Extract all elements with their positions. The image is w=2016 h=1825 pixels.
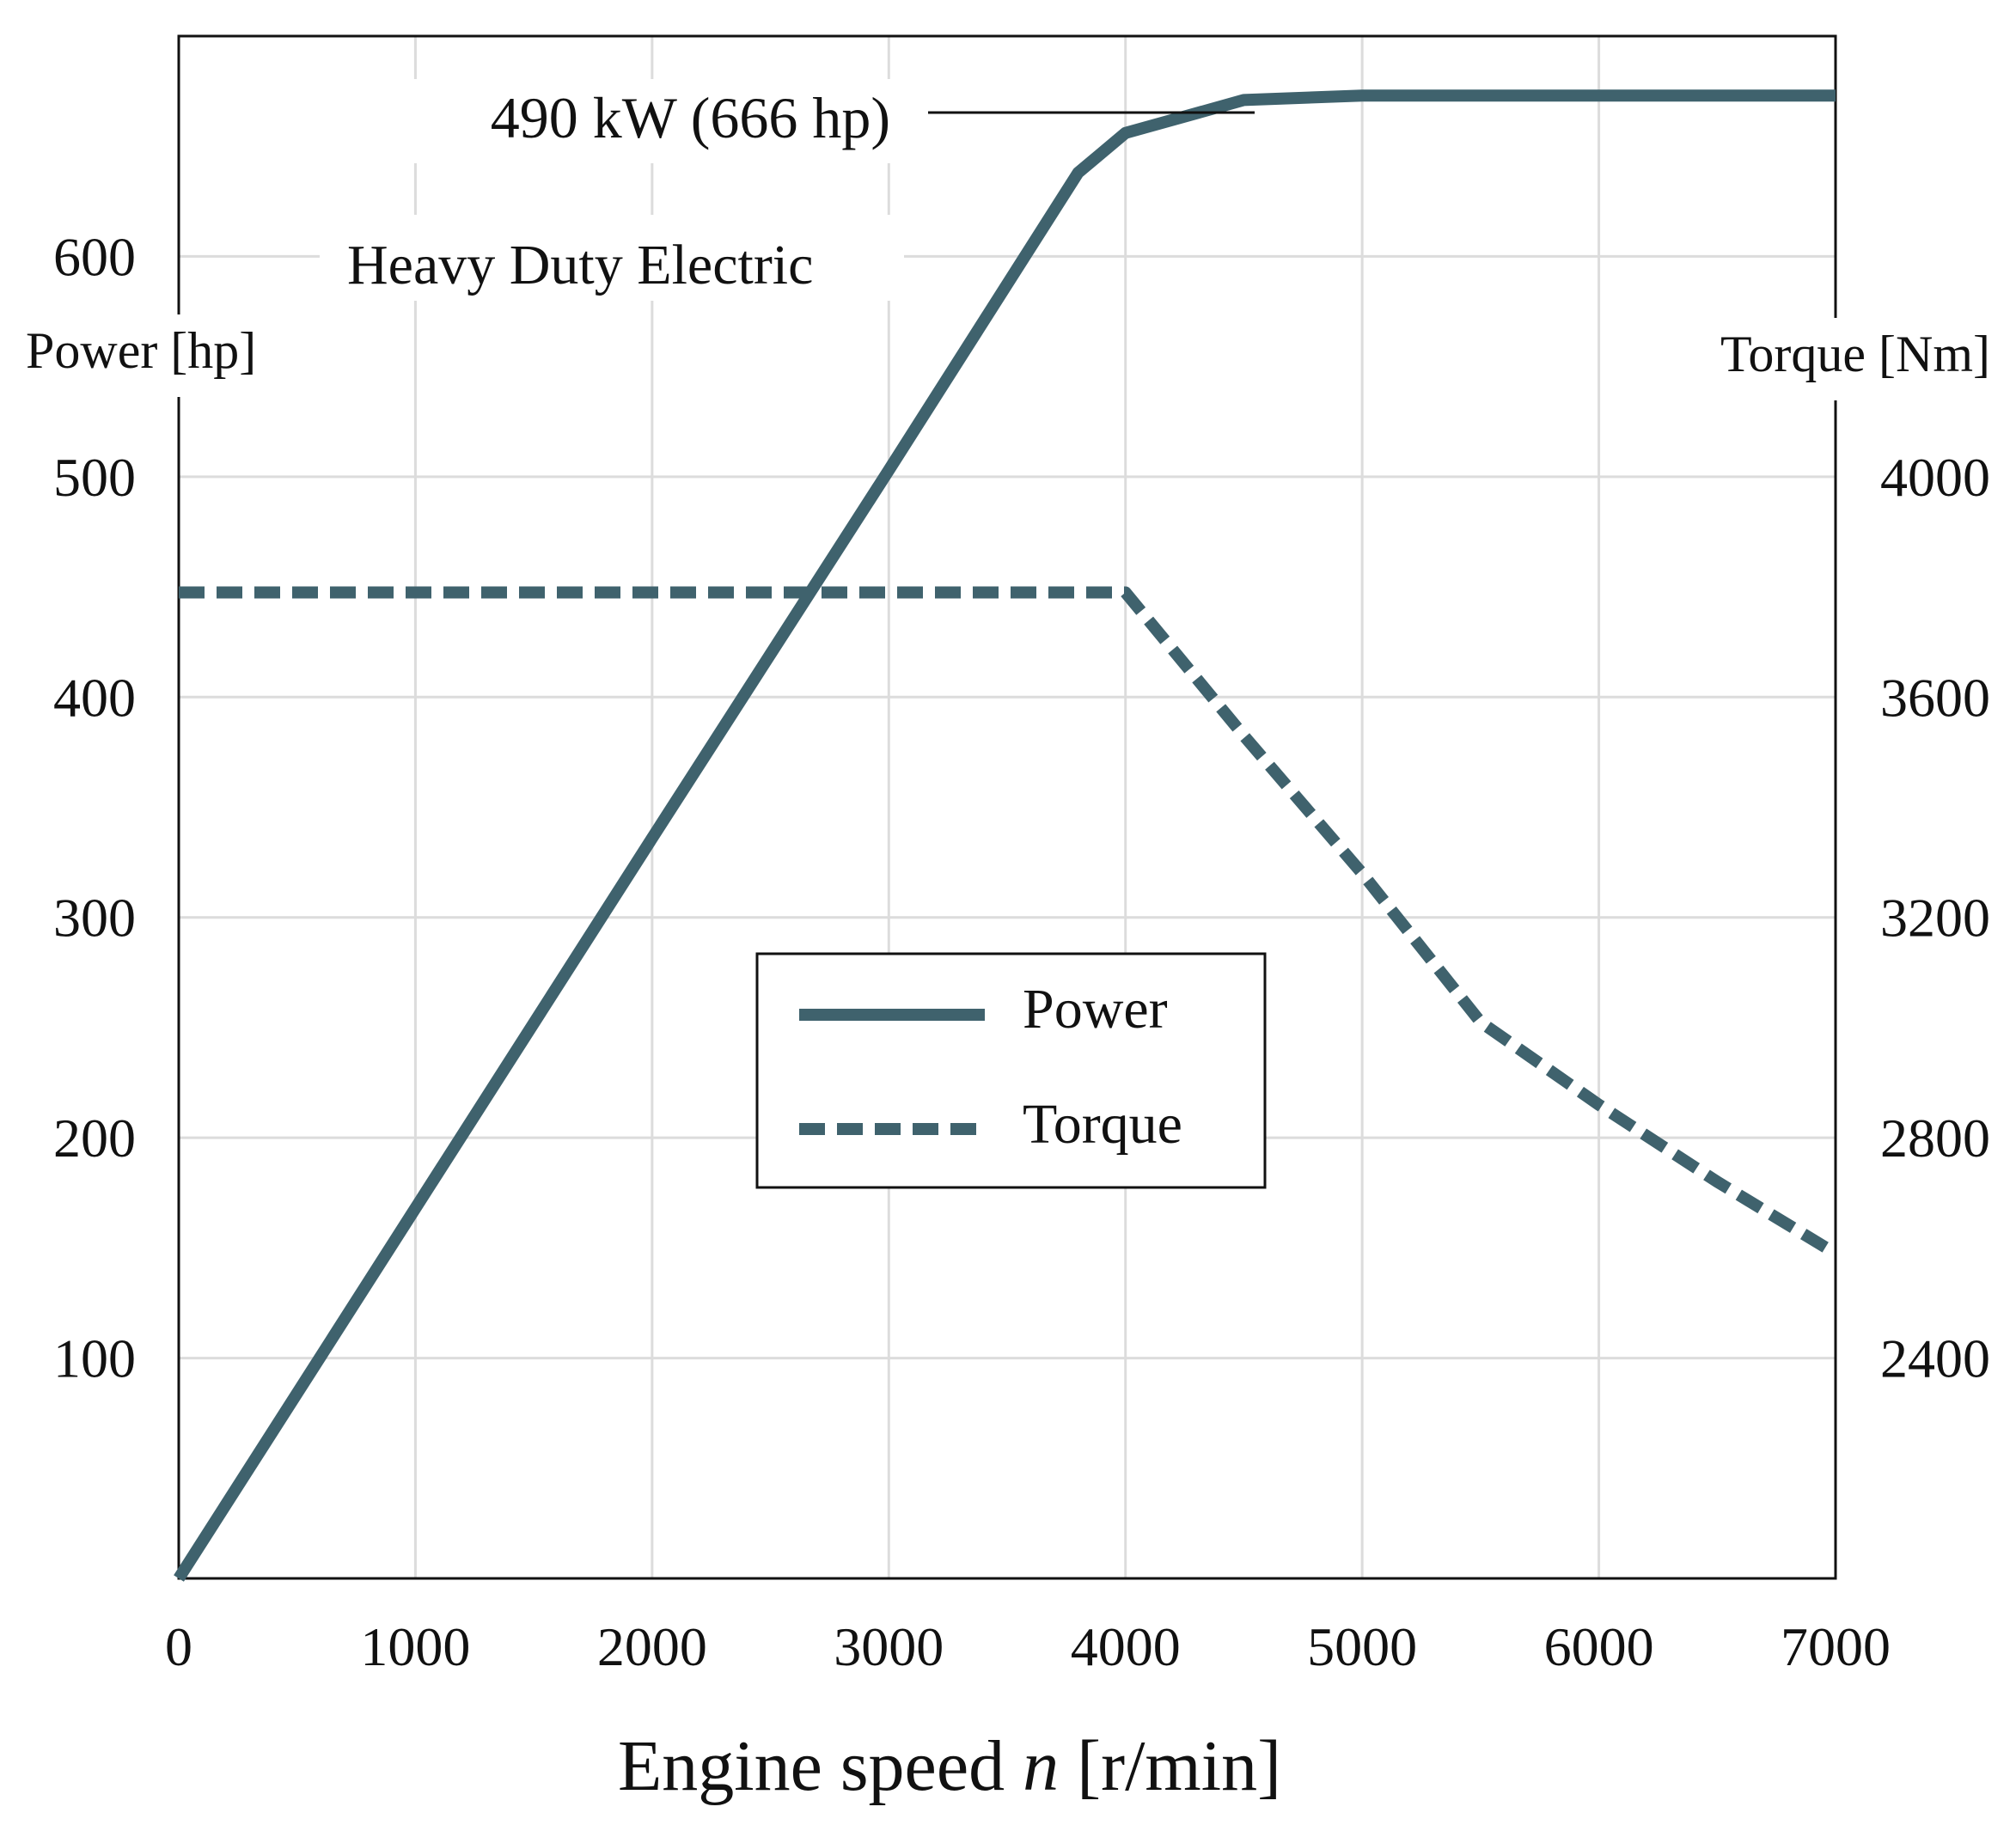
y-left-tick-label: 600	[53, 226, 136, 287]
legend-torque-label: Torque	[1023, 1093, 1182, 1156]
series-layer	[174, 89, 1839, 1582]
xlabel-prefix: Engine speed	[618, 1726, 1023, 1806]
x-tick-label: 5000	[1307, 1616, 1417, 1677]
y-left-tick-label: 300	[53, 888, 136, 949]
ylabel-left: Power [hp]	[26, 322, 256, 379]
ylabel-right: Torque [Nm]	[1720, 326, 1990, 382]
xlabel: Engine speed n [r/min]	[618, 1726, 1281, 1806]
ticks-layer: 0 1000 2000 3000 4000 5000 6000 7000 100 200 300 40…	[53, 226, 1990, 1677]
x-tick-label: 2000	[597, 1616, 707, 1677]
x-tick-label: 3000	[834, 1616, 944, 1677]
xlabel-suffix: [r/min]	[1059, 1726, 1281, 1806]
annotation-label: 490 kW (666 hp)	[491, 85, 890, 150]
y-left-tick-label: 500	[53, 447, 136, 508]
ylabel-left-bg	[17, 314, 292, 397]
ylabel-right-bg	[1676, 318, 2002, 400]
x-tick-label: 0	[165, 1616, 192, 1677]
subtitle-bg	[320, 215, 904, 301]
x-tick-label: 1000	[360, 1616, 470, 1677]
series-torque-line	[179, 586, 1839, 1259]
x-tick-label: 7000	[1781, 1616, 1891, 1677]
chart-subtitle: Heavy Duty Electric	[347, 234, 813, 296]
y-right-tick-label: 3200	[1880, 888, 1990, 949]
y-right-tick-label: 3600	[1880, 667, 1990, 728]
y-right-tick-label: 4000	[1880, 447, 1990, 508]
series-power-line	[174, 89, 1836, 1582]
legend-power-label: Power	[1023, 978, 1168, 1041]
legend-box	[755, 952, 1267, 1189]
legend: Power Torque	[755, 952, 1267, 1189]
annotation-bg	[412, 79, 911, 163]
y-right-tick-label: 2800	[1880, 1108, 1990, 1169]
y-left-tick-label: 200	[53, 1108, 136, 1169]
y-left-tick-label: 400	[53, 667, 136, 728]
xlabel-variable: n	[1023, 1726, 1059, 1806]
y-right-tick-label: 2400	[1880, 1328, 1990, 1389]
y-left-tick-label: 100	[53, 1328, 136, 1389]
x-tick-label: 4000	[1071, 1616, 1181, 1677]
x-tick-label: 6000	[1544, 1616, 1654, 1677]
plot-frame	[177, 34, 1837, 1580]
